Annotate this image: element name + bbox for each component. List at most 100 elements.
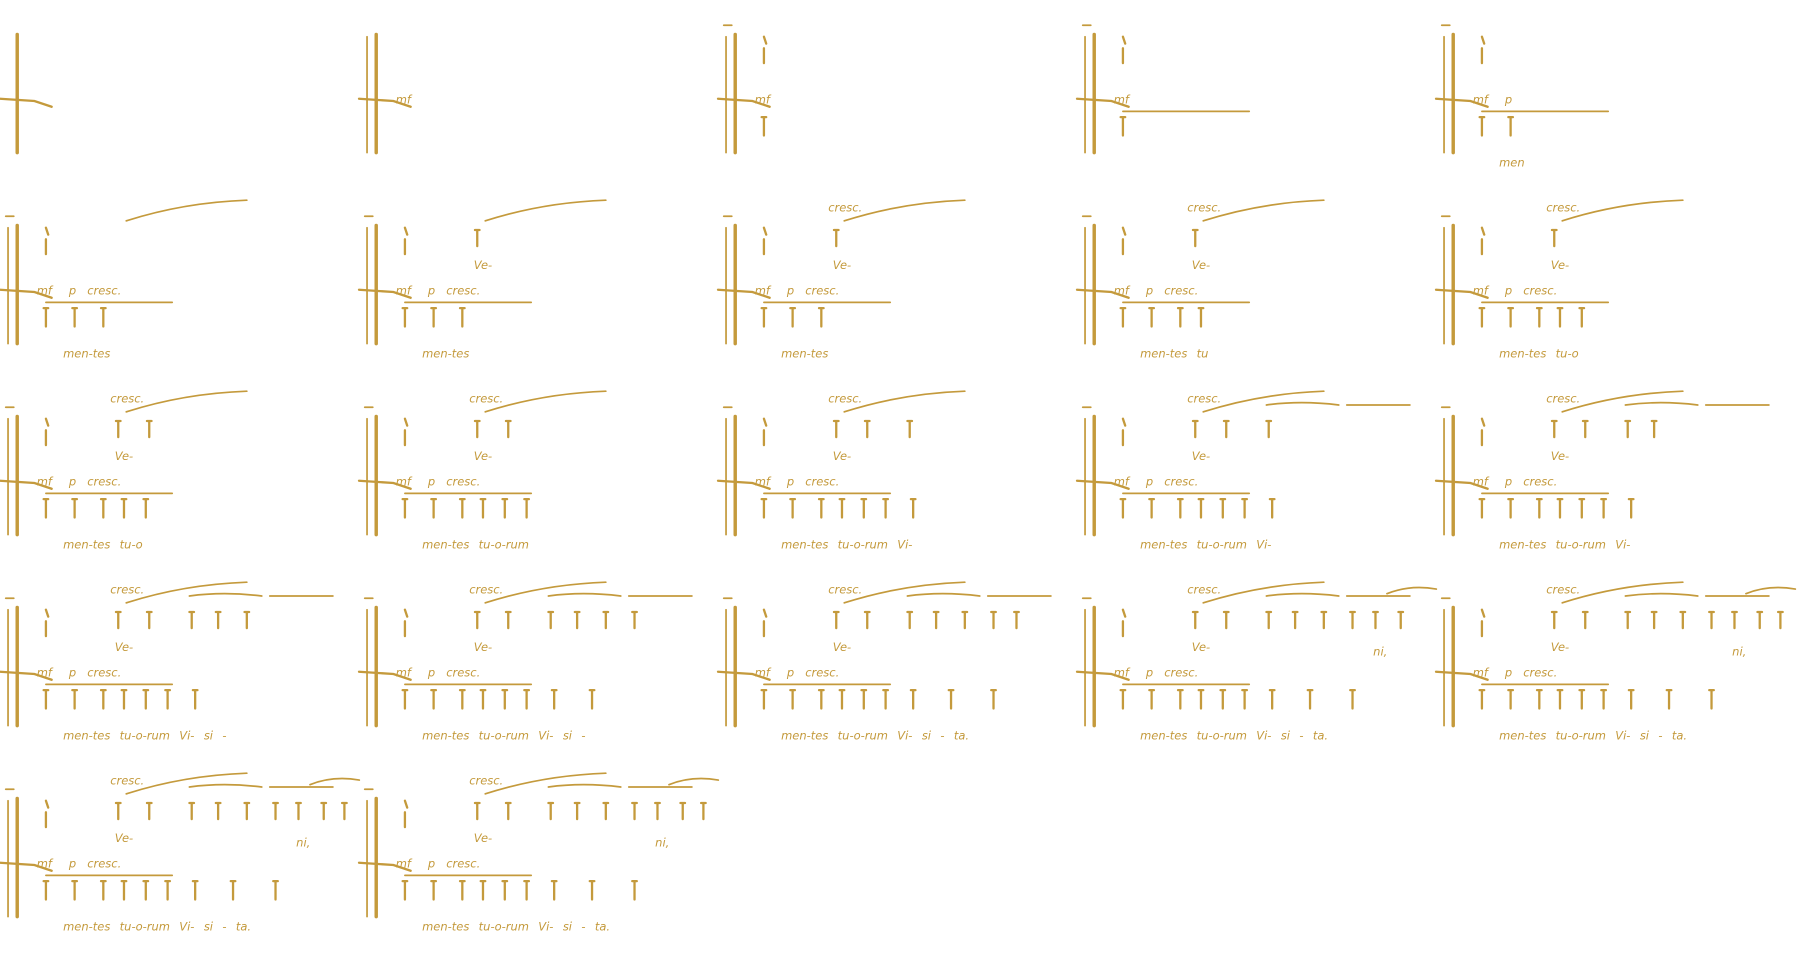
dynamic-mark: mf (37, 283, 54, 297)
dynamic-mark: mf (1114, 92, 1131, 106)
upper-lyric: Ve- (1551, 258, 1569, 272)
note (188, 610, 196, 630)
note (473, 228, 481, 248)
slur (125, 199, 248, 222)
dynamic-mark: p (1504, 283, 1512, 297)
note (1176, 306, 1184, 328)
slur (484, 390, 607, 413)
dynamic-mark: cresc. (1164, 283, 1198, 297)
rest (403, 608, 409, 638)
slur (1561, 390, 1684, 413)
note (699, 801, 707, 821)
note (401, 306, 409, 328)
lyrics: men-tes tu (1140, 346, 1208, 360)
note (1222, 419, 1230, 439)
note (1176, 497, 1184, 519)
note (1708, 610, 1715, 630)
note (1241, 688, 1249, 710)
note (1650, 610, 1658, 630)
slur (484, 772, 607, 795)
note (1581, 419, 1589, 439)
dynamic-mark: mf (37, 856, 54, 870)
dynamic-mark: p (1145, 474, 1153, 488)
dynamic-mark: p (1145, 283, 1153, 297)
dynamic-mark: cresc. (446, 283, 480, 297)
dynamic-mark: cresc. (805, 283, 839, 297)
dynamic-mark: cresc. (1164, 665, 1198, 679)
staff-line (0, 670, 53, 681)
note (882, 688, 890, 710)
upper-lyric: Ve- (474, 831, 492, 845)
slur (843, 581, 966, 604)
staff-line (1075, 479, 1130, 490)
dynamic-mark: mf (1114, 665, 1131, 679)
note (1556, 306, 1564, 328)
note (1507, 115, 1515, 137)
dynamic-mark: mf (755, 92, 772, 106)
upper-lyric: ni, (296, 836, 310, 850)
slur (1202, 199, 1325, 222)
rest (1480, 417, 1486, 447)
note (1219, 497, 1227, 519)
dynamic-mark: p (427, 283, 435, 297)
staff-line (357, 97, 412, 108)
upper-cresc: cresc. (469, 392, 503, 406)
note (1535, 688, 1543, 710)
rest (44, 799, 50, 829)
dynamic-mark: mf (1473, 474, 1490, 488)
note (164, 688, 172, 710)
staff-line (1075, 97, 1130, 108)
upper-cresc: cresc. (1187, 201, 1221, 215)
note (1578, 497, 1586, 519)
upper-cresc: cresc. (828, 392, 862, 406)
dynamic-mark: cresc. (446, 474, 480, 488)
upper-lyric: Ve- (474, 258, 492, 272)
note (145, 419, 153, 439)
note (120, 497, 128, 519)
dynamic-mark: cresc. (1523, 474, 1557, 488)
note (817, 306, 825, 328)
note (320, 801, 328, 821)
note (473, 419, 481, 439)
note (1265, 610, 1273, 630)
note (832, 228, 840, 248)
note (191, 688, 199, 710)
staff-line (1434, 97, 1489, 108)
note (523, 497, 531, 519)
note (1119, 688, 1127, 710)
slur (547, 592, 693, 597)
dynamic-mark: mf (1473, 92, 1490, 106)
dynamic-mark: p (1504, 474, 1512, 488)
dynamic-mark: p (786, 665, 794, 679)
note (863, 419, 871, 439)
frame: mf (357, 32, 413, 155)
slur (1386, 586, 1438, 595)
slur (1624, 401, 1770, 406)
note (906, 419, 914, 439)
note (654, 801, 661, 821)
lyrics: men-tes tu-o-rum Vi- si - ta. (1140, 728, 1328, 742)
slur (668, 777, 720, 786)
note (1372, 610, 1379, 630)
rest (762, 608, 768, 638)
dynamic-mark: mf (1114, 474, 1131, 488)
note (430, 879, 438, 901)
note (882, 497, 890, 519)
note (71, 497, 79, 519)
note (71, 879, 79, 901)
note (430, 497, 438, 519)
upper-cresc: cresc. (110, 583, 144, 597)
dynamic-mark: cresc. (87, 665, 121, 679)
lyrics: men-tes tu-o-rum Vi- (1499, 537, 1630, 551)
lyrics: men-tes tu-o-rum Vi- si - ta. (1499, 728, 1687, 742)
rest (762, 35, 768, 65)
slur (547, 783, 693, 788)
lyrics: men (1499, 155, 1525, 169)
note (99, 306, 107, 328)
note (679, 801, 687, 821)
note (1535, 497, 1543, 519)
note (1265, 419, 1273, 439)
dynamic-mark: mf (396, 283, 413, 297)
dynamic-mark: cresc. (1523, 665, 1557, 679)
